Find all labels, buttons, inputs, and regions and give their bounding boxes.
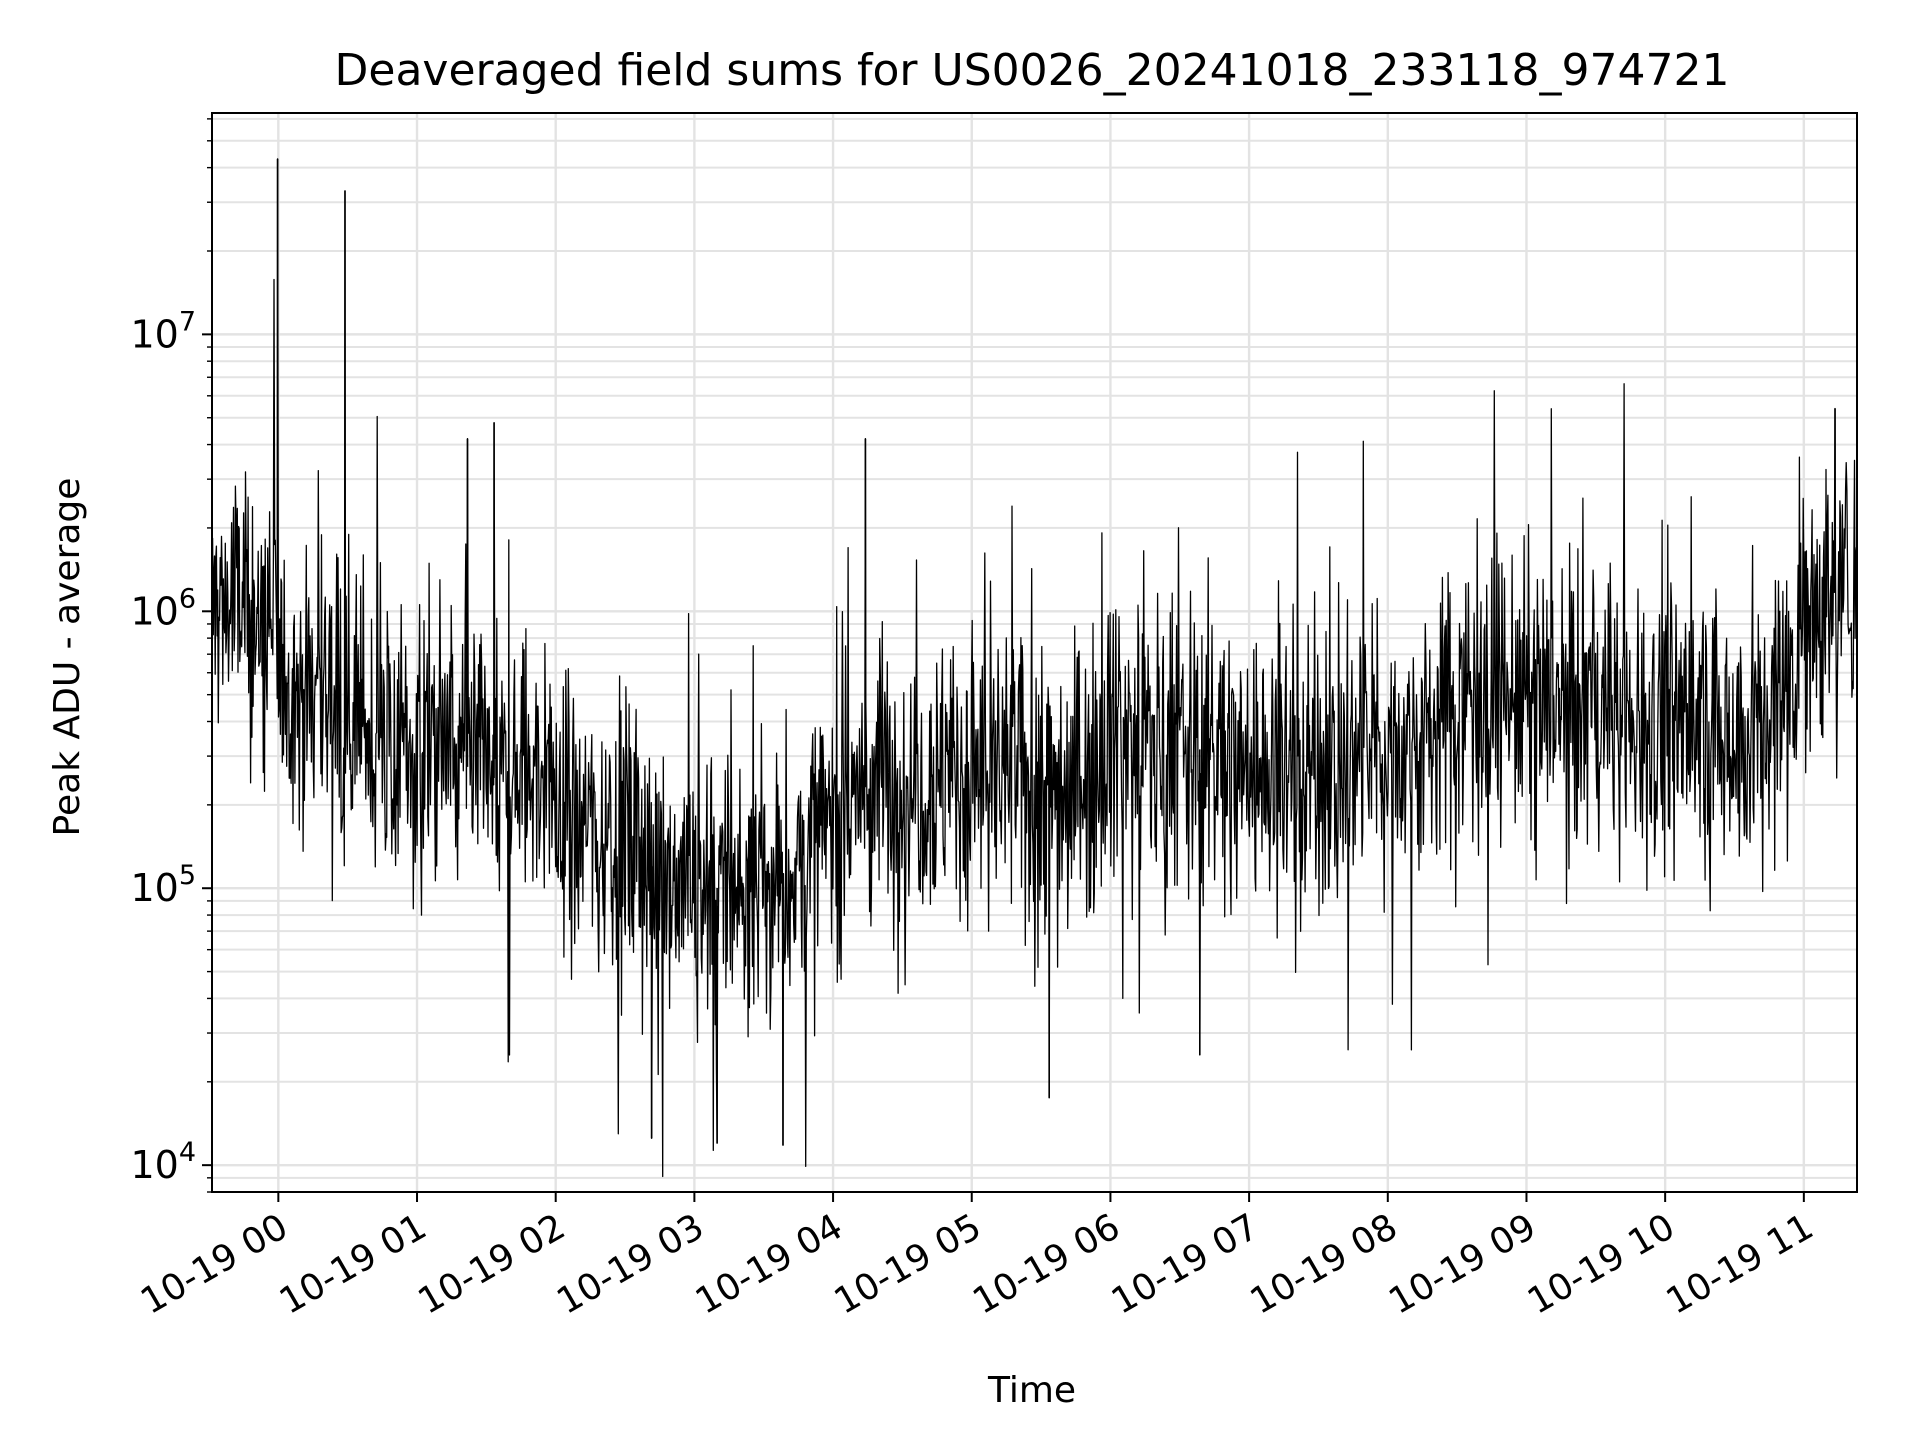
y-tick-label: 106 bbox=[130, 583, 196, 633]
data-series bbox=[211, 158, 1858, 1178]
y-tick-label: 104 bbox=[130, 1137, 196, 1187]
x-axis-label: Time bbox=[987, 1370, 1076, 1411]
series-line bbox=[211, 158, 1858, 1178]
y-tick-label: 107 bbox=[130, 306, 196, 356]
chart-title: Deaveraged field sums for US0026_2024101… bbox=[335, 45, 1730, 96]
y-axis-label: Peak ADU - average bbox=[47, 478, 88, 837]
plot-frame bbox=[211, 112, 1858, 1193]
y-tick-label: 105 bbox=[130, 860, 196, 910]
